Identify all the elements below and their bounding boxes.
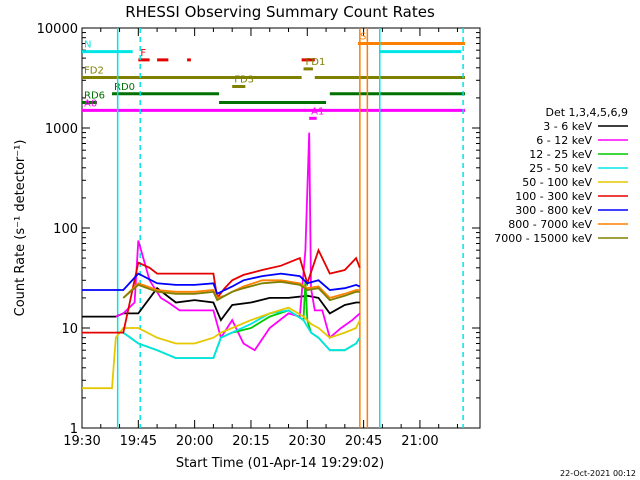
legend-label: 50 - 100 keV [522,176,592,189]
flag-label: FD2 [84,65,104,76]
x-tick-label: 21:00 [401,434,438,449]
x-tick-label: 20:00 [176,434,213,449]
series-line [122,279,360,299]
series-line [82,272,361,296]
x-axis-label: Start Time (01-Apr-14 19:29:02) [176,456,384,471]
flag-label: N [84,40,91,51]
y-tick-label: 10000 [37,22,78,37]
series-line [82,306,361,390]
series-line [82,247,361,334]
series-line [82,286,360,322]
x-tick-label: 20:15 [232,434,269,449]
flag-label: RD0 [114,82,135,93]
series-line [122,280,360,302]
flag-label: S [360,31,366,42]
x-tick-label: 20:30 [289,434,326,449]
y-tick-label: 100 [53,222,78,237]
flag-label: FD1 [306,57,326,68]
flag-label: FD3 [234,75,254,86]
footer-date: 22-Oct-2021 00:12 [560,469,636,478]
chart-title: RHESSI Observing Summary Count Rates [125,3,435,21]
vertical-markers [116,28,464,428]
legend-label: 100 - 300 keV [515,190,592,203]
legend-label: 12 - 25 keV [529,148,592,161]
flag-label: A0 [84,98,97,109]
legend-label: 800 - 7000 keV [508,218,592,231]
series-line [115,309,361,360]
legend-label: 300 - 800 keV [515,204,592,217]
legend-title: Det 1,3,4,5,6,9 [545,106,628,119]
x-axis: 19:30 19:45 20:00 20:15 20:30 20:45 21:00 [63,28,458,449]
legend-label: 3 - 6 keV [543,120,592,133]
y-axis: 1 10 100 1000 10000 [37,22,480,437]
y-tick-label: 1000 [45,122,78,137]
y-axis-label: Count Rate (s⁻¹ detector⁻¹) [13,140,28,317]
x-tick-label: 19:45 [120,434,157,449]
legend-label: 6 - 12 keV [536,134,592,147]
y-tick-label: 1 [70,422,78,437]
flag-label: RD6 [84,90,105,101]
legend-label: 25 - 50 keV [529,162,592,175]
y-tick-label: 10 [61,322,78,337]
x-tick-label: 20:45 [345,434,382,449]
flag-label: F [140,48,146,59]
flag-label: A1 [311,106,324,117]
plot-frame [81,27,481,429]
series-line [115,132,361,352]
x-tick-label: 19:30 [63,434,100,449]
series-lines [82,132,361,390]
legend-label: 7000 - 15000 keV [494,232,592,245]
